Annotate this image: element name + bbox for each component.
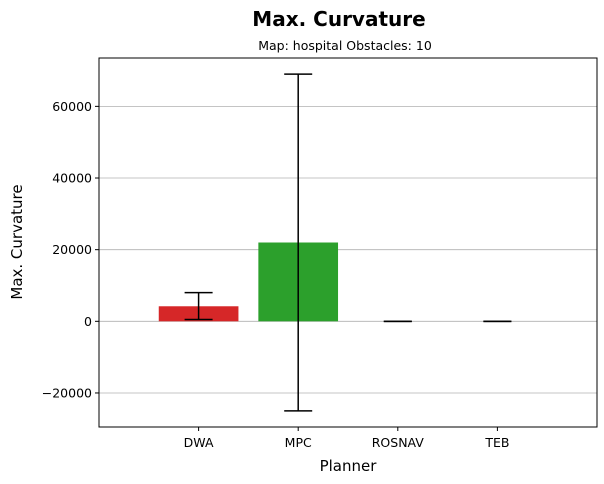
y-tick-label: −20000 [42,385,92,400]
y-tick-label: 60000 [52,99,92,114]
y-axis-label: Max. Curvature [8,184,26,299]
x-tick-label: TEB [484,435,509,450]
chart-title: Max. Curvature [252,7,425,31]
error-bars [184,73,512,412]
chart-subtitle: Map: hospital Obstacles: 10 [258,38,432,53]
x-axis-label: Planner [320,457,378,475]
y-tick-label: 40000 [52,171,92,186]
y-tick-label: 0 [84,314,92,329]
y-tick-label: 20000 [52,242,92,257]
x-tick-label: MPC [285,435,312,450]
x-axis-ticks: DWA MPC ROSNAV TEB [184,427,509,450]
x-tick-label: ROSNAV [372,435,425,450]
plot-frame [98,57,598,428]
x-tick-label: DWA [184,435,214,450]
y-axis-ticks: −20000 0 20000 40000 60000 [42,99,99,400]
